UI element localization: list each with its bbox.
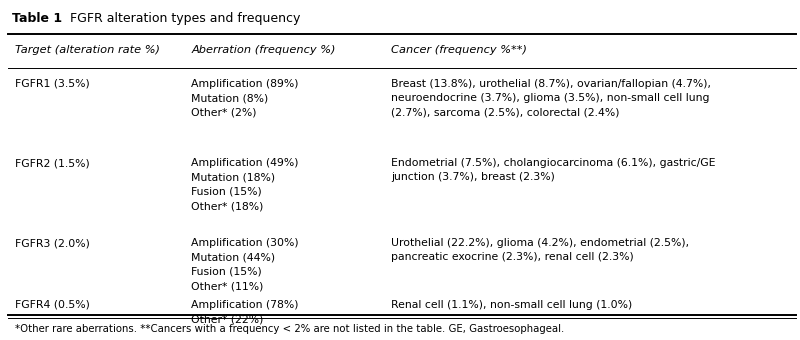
Text: Amplification (78%)
Other* (22%): Amplification (78%) Other* (22%)	[191, 300, 298, 324]
Text: FGFR2 (1.5%): FGFR2 (1.5%)	[15, 158, 90, 168]
Text: Table 1: Table 1	[12, 12, 62, 25]
Text: *Other rare aberrations. **Cancers with a frequency < 2% are not listed in the t: *Other rare aberrations. **Cancers with …	[15, 324, 565, 334]
Text: Aberration (frequency %): Aberration (frequency %)	[191, 45, 336, 55]
Text: FGFR alteration types and frequency: FGFR alteration types and frequency	[62, 12, 300, 25]
Text: Renal cell (1.1%), non-small cell lung (1.0%): Renal cell (1.1%), non-small cell lung (…	[391, 300, 633, 310]
Text: Endometrial (7.5%), cholangiocarcinoma (6.1%), gastric/GE
junction (3.7%), breas: Endometrial (7.5%), cholangiocarcinoma (…	[391, 158, 716, 183]
Text: Urothelial (22.2%), glioma (4.2%), endometrial (2.5%),
pancreatic exocrine (2.3%: Urothelial (22.2%), glioma (4.2%), endom…	[391, 238, 690, 262]
Text: Cancer (frequency %**): Cancer (frequency %**)	[391, 45, 527, 55]
Text: Target (alteration rate %): Target (alteration rate %)	[15, 45, 160, 55]
Text: Amplification (89%)
Mutation (8%)
Other* (2%): Amplification (89%) Mutation (8%) Other*…	[191, 79, 298, 118]
Text: FGFR1 (3.5%): FGFR1 (3.5%)	[15, 79, 90, 89]
Text: FGFR3 (2.0%): FGFR3 (2.0%)	[15, 238, 90, 248]
Text: Amplification (30%)
Mutation (44%)
Fusion (15%)
Other* (11%): Amplification (30%) Mutation (44%) Fusio…	[191, 238, 299, 291]
Text: Breast (13.8%), urothelial (8.7%), ovarian/fallopian (4.7%),
neuroendocrine (3.7: Breast (13.8%), urothelial (8.7%), ovari…	[391, 79, 711, 118]
Text: FGFR4 (0.5%): FGFR4 (0.5%)	[15, 300, 90, 310]
Text: Amplification (49%)
Mutation (18%)
Fusion (15%)
Other* (18%): Amplification (49%) Mutation (18%) Fusio…	[191, 158, 298, 211]
